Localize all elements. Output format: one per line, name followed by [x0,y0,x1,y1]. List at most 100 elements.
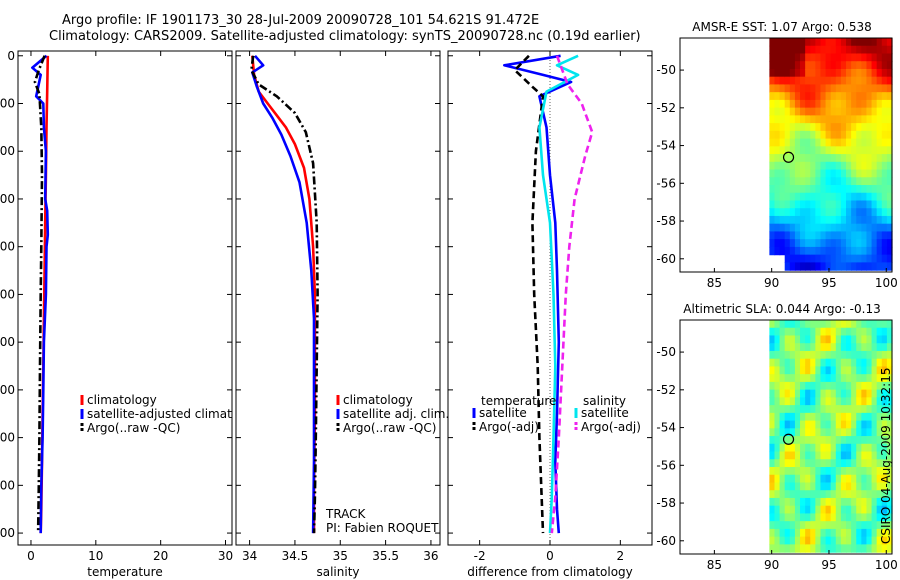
sla-map-cell [774,459,781,468]
sst-map-cell [769,76,776,86]
sla-map-cell [840,436,847,445]
sla-map-cell [876,405,883,414]
sla-map-cell [856,528,862,538]
difference-xtick-label: 2 [617,549,625,563]
sla-map-cell [871,327,878,337]
sla-map-cell [800,335,806,344]
sst-map-cell [851,68,857,78]
sla-map-cell [825,497,832,507]
sla-map-cell [840,474,847,484]
sla-map-cell [886,428,893,437]
sst-map-cell [840,107,847,116]
sst-map-cell [820,246,827,256]
sla-map-cell [779,482,786,491]
sst-map-cell [835,239,842,248]
sst-map-cell [851,84,857,93]
sla-map-cell [820,420,827,429]
sst-map-cell [800,107,806,116]
sst-map-cell [886,185,893,194]
sst-map-cell [815,99,822,109]
sla-map-cell [820,482,827,491]
sla-map-cell [866,474,873,484]
sla-map-cell [871,482,878,491]
sla-map-cell [866,513,873,522]
sla-map-cell [835,436,842,445]
sst-map-cell [830,107,837,116]
sla-map-cell [820,327,827,337]
sla-map-cell [851,428,857,437]
sst-map-cell [876,107,883,116]
sst-map-cell [820,185,827,194]
sla-map-cell [779,389,786,398]
sla-map-cell [789,528,796,538]
sla-map-cell [846,335,852,344]
sla-map-cell [810,374,816,383]
sst-map-cell [881,192,888,202]
sla-map-cell [876,521,883,530]
sst-map-cell [881,107,888,116]
sla-map-cell [779,513,786,522]
sla-map-cell [866,467,873,476]
sst-map-cell [810,208,816,217]
sla-map-cell [825,358,832,368]
sla-map-cell [810,428,816,437]
sla-map-cell [800,513,806,522]
sla-map-cell [851,320,857,329]
sla-map-cell [789,327,796,337]
sla-map-cell [876,459,883,468]
sla-map-cell [784,451,791,460]
sla-map-cell [800,528,806,538]
sla-map-cell [800,505,806,515]
sla-map-cell [820,467,827,476]
sla-map-cell [800,459,806,468]
sla-map-cell [810,467,816,476]
sst-map-cell [866,208,873,217]
sst-map-cell [789,76,796,86]
sla-map-cell [800,536,806,545]
sst-map-cell [789,200,796,209]
sst-map-cell [840,246,847,256]
temperature-legend-label: Argo(..raw -QC) [87,421,180,435]
sst-map-cell [825,138,832,147]
sst-map-cell [825,76,832,86]
sst-map-cell [810,38,816,47]
panel-salinity: 34 34.5 35 35.5 36salinityclimatologysatelli… [235,50,449,579]
sst-map-cell [851,208,857,217]
sst-map-cell [881,138,888,147]
difference-series-temperature-satellite [502,54,573,534]
sst-map-cell [769,185,776,194]
sla-map-cell [769,505,776,515]
sla-map-cell [800,412,806,422]
sla-map-cell [881,443,888,453]
sst-map-cell [856,154,862,163]
sst-map-ytick-label: -60 [656,252,676,266]
sla-map-cell [840,343,847,352]
sst-map-cell [779,84,786,93]
sst-map-cell [881,130,888,140]
sla-map-cell [886,366,893,375]
sst-map-cell [876,38,883,47]
sst-map-cell [800,84,806,93]
sla-map-cell [779,544,786,553]
sla-map-cell [810,497,816,507]
sst-map-cell [886,246,893,256]
sst-map-cell [856,239,862,248]
sla-map-cell [830,544,837,553]
sst-map-cell [886,38,893,47]
sst-map-cell [856,130,862,140]
sst-map-cell [861,215,868,225]
sst-map-cell [800,177,806,186]
sla-map-cell [815,474,822,484]
sst-map-cell [825,61,832,70]
sst-map-cell [835,169,842,178]
sst-map-cell [886,177,893,186]
sla-map-cell [886,513,893,522]
sst-map-cell [846,239,852,248]
sla-map-cell [840,513,847,522]
sst-map-cell [805,169,811,178]
sla-map-cell [835,335,842,344]
sst-map-cell [774,138,781,147]
sla-map-cell [851,513,857,522]
sst-map-cell [825,192,832,202]
sst-map-xtick-label: 100 [875,276,898,290]
